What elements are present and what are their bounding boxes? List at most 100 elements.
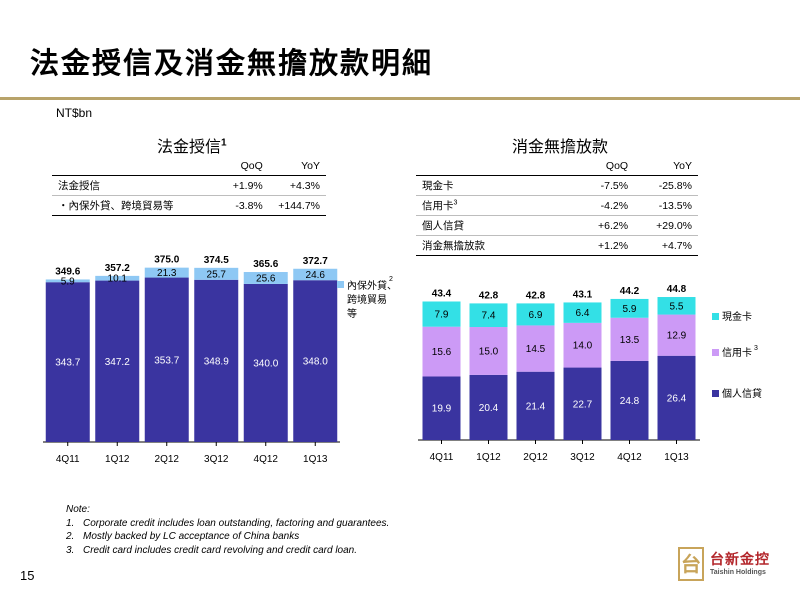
note-text: Credit card includes credit card revolvi… (83, 544, 358, 556)
bar-segment (516, 371, 555, 440)
data-label: 348.9 (204, 356, 229, 367)
bar-segment (422, 376, 461, 440)
legend-sup: 3 (754, 345, 758, 352)
table-header-cell: YoY (268, 157, 326, 176)
bar-segment (144, 277, 189, 442)
data-label: 5.9 (623, 304, 637, 315)
title-rule (0, 97, 800, 100)
x-tick-label: 2Q12 (155, 454, 180, 465)
data-label: 12.9 (667, 331, 687, 342)
bar-segment (422, 326, 461, 377)
bar-segment (45, 282, 90, 442)
note-number: 3. (66, 544, 75, 556)
total-label: 44.2 (620, 286, 640, 297)
row-label-text: 信用卡 (422, 200, 454, 212)
bar-segment (95, 275, 140, 281)
total-label: 42.8 (479, 290, 499, 301)
bar-segment (657, 355, 696, 440)
row-yoy: +4.7% (634, 235, 698, 256)
page-number: 15 (20, 568, 35, 583)
row-yoy: -25.8% (634, 175, 698, 196)
note-item: 3. Credit card includes credit card revol… (66, 544, 389, 558)
data-label: 10.1 (108, 274, 128, 285)
table-header-cell: QoQ (224, 157, 269, 176)
row-label: 法金授信 (52, 175, 224, 196)
row-label-text: 個人信貸 (422, 220, 464, 232)
row-yoy: -13.5% (634, 195, 698, 216)
row-yoy: +29.0% (634, 215, 698, 236)
consumer-title-text: 消金無擔放款 (512, 139, 609, 156)
bar-segment (469, 303, 508, 328)
legend-label: 等 (347, 307, 357, 320)
total-label: 43.1 (573, 289, 593, 300)
table-row: 法金授信 +1.9% +4.3% (52, 175, 326, 196)
total-label: 372.7 (303, 256, 328, 267)
x-tick-label: 3Q12 (204, 454, 229, 465)
bar-segment (422, 301, 461, 327)
notes-heading: Note: (66, 504, 90, 515)
row-label-sup: 3 (453, 199, 458, 207)
row-qoq: -7.5% (578, 175, 635, 196)
page-title: 法金授信及消金無擔放款明細 (30, 46, 434, 80)
bar-segment (144, 267, 189, 278)
x-tick-label: 3Q12 (570, 452, 595, 463)
bar-segment (610, 298, 649, 318)
legend-label: 個人信貸 (722, 387, 762, 400)
bar-segment (293, 268, 338, 281)
row-qoq: +1.9% (224, 175, 269, 196)
note-number: 1. (66, 517, 75, 529)
row-qoq: -3.8% (224, 195, 269, 216)
bar-segment (657, 314, 696, 356)
data-label: 13.5 (620, 335, 640, 346)
total-label: 43.4 (432, 288, 452, 299)
data-label: 21.4 (526, 401, 546, 412)
data-label: 25.6 (256, 273, 276, 284)
data-label: 5.9 (61, 276, 75, 287)
corporate-summary-table: QoQ YoY 法金授信 +1.9% +4.3% ・內保外貸、跨境貿易等 -3.… (52, 157, 326, 216)
logo-english: Taishin Holdings (710, 569, 766, 576)
consumer-summary-table: QoQ YoY 現金卡 -7.5% -25.8% 信用卡3 -4.2% -13.… (416, 157, 698, 256)
data-label: 6.4 (576, 308, 590, 319)
note-text: Corporate credit includes loan outstandi… (83, 517, 390, 529)
data-label: 22.7 (573, 399, 593, 410)
data-label: 15.6 (432, 347, 452, 358)
table-row: 個人信貸 +6.2% +29.0% (416, 215, 698, 236)
note-item: 1. Corporate credit includes loan outstan… (66, 517, 389, 531)
bar-segment (95, 280, 140, 442)
row-label: 現金卡 (416, 175, 578, 196)
corporate-panel-title: 法金授信1 (157, 133, 227, 157)
data-label: 15.0 (479, 346, 499, 357)
legend-swatch (712, 349, 719, 356)
x-tick-label: 4Q11 (430, 452, 454, 463)
bar-segment (469, 327, 508, 375)
bar-segment (293, 280, 338, 442)
table-row: 現金卡 -7.5% -25.8% (416, 175, 698, 196)
row-label: ・內保外貸、跨境貿易等 (52, 195, 224, 216)
corporate-title-sup: 1 (221, 137, 227, 149)
row-yoy: +144.7% (268, 195, 326, 216)
row-label-text: 現金卡 (422, 180, 454, 192)
data-label: 7.9 (435, 310, 449, 321)
bar-segment (610, 317, 649, 361)
bar-segment (657, 297, 696, 315)
data-label: 14.5 (526, 344, 546, 355)
bar-segment (194, 279, 239, 442)
bar-segment (516, 303, 555, 326)
x-tick-label: 2Q12 (523, 452, 548, 463)
legend-swatch (712, 390, 719, 397)
total-label: 349.6 (55, 266, 80, 277)
table-row: 信用卡3 -4.2% -13.5% (416, 195, 698, 216)
x-tick-label: 1Q12 (105, 454, 130, 465)
table-row: 消金無擔放款 +1.2% +4.7% (416, 235, 698, 256)
data-label: 7.4 (482, 311, 496, 322)
row-label: 信用卡3 (416, 195, 578, 216)
data-label: 24.8 (620, 396, 640, 407)
data-label: 343.7 (55, 358, 80, 369)
bar-segment (469, 374, 508, 440)
table-header-cell: QoQ (578, 157, 635, 176)
logo-mark-icon: 台 (678, 547, 704, 581)
legend-label: 信用卡 (722, 346, 752, 359)
table-header-row: QoQ YoY (52, 157, 326, 176)
note-number: 2. (66, 531, 75, 542)
data-label: 14.0 (573, 341, 593, 352)
